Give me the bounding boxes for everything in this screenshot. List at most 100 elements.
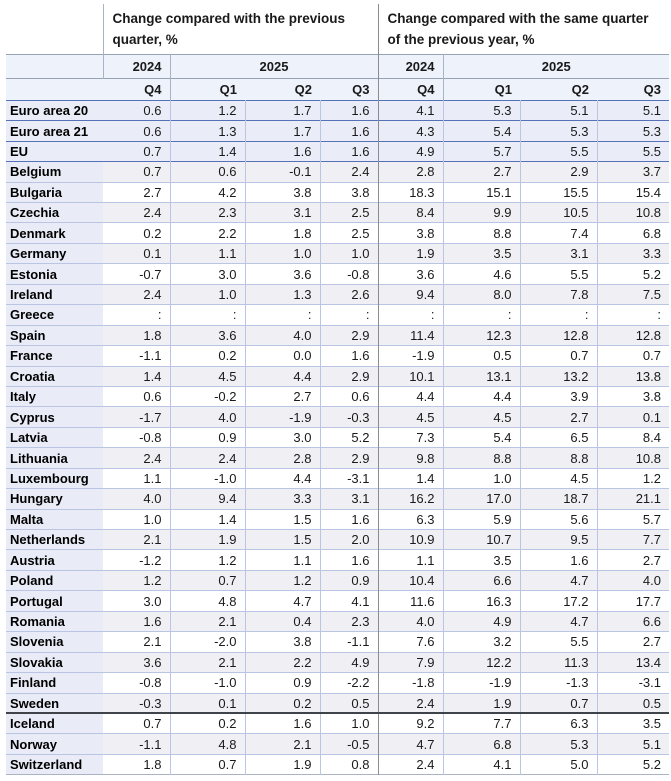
value-cell: 8.4 bbox=[377, 202, 443, 223]
value-cell: 3.8 bbox=[377, 222, 443, 244]
table-row: Slovakia 3.6 2.1 2.2 4.9 7.9 12.2 11.3 1… bbox=[6, 652, 669, 673]
value-cell: 4.0 bbox=[169, 406, 245, 428]
table-row: Greece : : : : : : : : bbox=[6, 304, 669, 326]
row-label: Slovenia bbox=[6, 631, 103, 653]
value-cell: 2.9 bbox=[319, 447, 378, 469]
value-cell: 6.6 bbox=[442, 570, 520, 591]
value-cell: 6.3 bbox=[377, 509, 443, 530]
row-label: Finland bbox=[6, 672, 103, 694]
value-cell: 1.8 bbox=[244, 222, 320, 244]
value-cell: 1.3 bbox=[169, 120, 245, 142]
value-cell: 3.8 bbox=[244, 182, 320, 203]
table-row: Euro area 21 0.6 1.3 1.7 1.6 4.3 5.4 5.3… bbox=[6, 120, 669, 142]
value-cell: 1.6 bbox=[319, 549, 378, 571]
row-label: Belgium bbox=[6, 161, 103, 183]
year-header-2024-yoy: 2024 bbox=[377, 54, 443, 79]
value-cell: 0.2 bbox=[169, 713, 245, 734]
table-row: Poland 1.2 0.7 1.2 0.9 10.4 6.6 4.7 4.0 bbox=[6, 570, 669, 591]
value-cell: -1.1 bbox=[103, 733, 170, 755]
value-cell: 10.4 bbox=[377, 570, 443, 591]
value-cell: 2.8 bbox=[244, 447, 320, 469]
value-cell: 5.7 bbox=[442, 141, 520, 162]
value-cell: 3.7 bbox=[596, 161, 669, 183]
value-cell: -2.0 bbox=[169, 631, 245, 653]
quarter-header: Q1 bbox=[169, 78, 245, 101]
value-cell: 15.1 bbox=[442, 182, 520, 203]
value-cell: 4.4 bbox=[244, 366, 320, 387]
value-cell: 1.5 bbox=[244, 509, 320, 530]
value-cell: -1.7 bbox=[103, 406, 170, 428]
value-cell: 10.7 bbox=[442, 529, 520, 550]
value-cell: 5.0 bbox=[519, 754, 597, 775]
value-cell: 13.4 bbox=[596, 652, 669, 673]
year-header-row: 2024 2025 2024 2025 bbox=[6, 54, 669, 79]
table-row: Hungary 4.0 9.4 3.3 3.1 16.2 17.0 18.7 2… bbox=[6, 488, 669, 510]
row-label: Euro area 20 bbox=[6, 100, 103, 121]
value-cell: 0.5 bbox=[596, 693, 669, 714]
value-cell: -3.1 bbox=[596, 672, 669, 694]
value-cell: -0.5 bbox=[319, 733, 378, 755]
group-title-qoq: Change compared with the previous quarte… bbox=[102, 4, 378, 55]
value-cell: 2.4 bbox=[103, 202, 170, 223]
value-cell: 3.2 bbox=[442, 631, 520, 653]
value-cell: 5.5 bbox=[519, 141, 597, 162]
table-row: Iceland 0.7 0.2 1.6 1.0 9.2 7.7 6.3 3.5 bbox=[6, 713, 669, 734]
value-cell: 5.3 bbox=[519, 120, 597, 142]
value-cell: 1.6 bbox=[103, 611, 170, 632]
value-cell: 1.1 bbox=[377, 549, 443, 571]
value-cell: 7.5 bbox=[596, 284, 669, 305]
value-cell: 4.8 bbox=[169, 733, 245, 755]
table-row: Finland -0.8 -1.0 0.9 -2.2 -1.8 -1.9 -1.… bbox=[6, 672, 669, 694]
table-row: Cyprus -1.7 4.0 -1.9 -0.3 4.5 4.5 2.7 0.… bbox=[6, 406, 669, 428]
value-cell: 2.1 bbox=[244, 733, 320, 755]
value-cell: 3.6 bbox=[103, 652, 170, 673]
value-cell: 2.7 bbox=[596, 631, 669, 653]
value-cell: 4.9 bbox=[319, 652, 378, 673]
value-cell: 2.4 bbox=[377, 754, 443, 775]
value-cell: 2.4 bbox=[103, 284, 170, 305]
table-row: Switzerland 1.8 0.7 1.9 0.8 2.4 4.1 5.0 … bbox=[6, 754, 669, 775]
value-cell: -0.3 bbox=[103, 693, 170, 714]
value-cell: : bbox=[169, 304, 245, 326]
value-cell: 4.1 bbox=[377, 100, 443, 121]
quarter-header: Q4 bbox=[377, 78, 443, 101]
table-row: Austria -1.2 1.2 1.1 1.6 1.1 3.5 1.6 2.7 bbox=[6, 549, 669, 571]
value-cell: 0.7 bbox=[169, 754, 245, 775]
row-label: Bulgaria bbox=[6, 182, 103, 203]
value-cell: 1.0 bbox=[319, 243, 378, 264]
value-cell: 2.1 bbox=[169, 652, 245, 673]
value-cell: 3.6 bbox=[169, 325, 245, 346]
table-body: Euro area 20 0.6 1.2 1.7 1.6 4.1 5.3 5.1… bbox=[6, 100, 669, 775]
value-cell: 0.7 bbox=[103, 141, 170, 162]
value-cell: 4.9 bbox=[442, 611, 520, 632]
year-header-2025-yoy: 2025 bbox=[442, 54, 669, 79]
value-cell: 8.0 bbox=[442, 284, 520, 305]
value-cell: 0.7 bbox=[169, 570, 245, 591]
table-row: Slovenia 2.1 -2.0 3.8 -1.1 7.6 3.2 5.5 2… bbox=[6, 631, 669, 653]
value-cell: 5.2 bbox=[319, 427, 378, 448]
table-row: Latvia -0.8 0.9 3.0 5.2 7.3 5.4 6.5 8.4 bbox=[6, 427, 669, 448]
table-row: Italy 0.6 -0.2 2.7 0.6 4.4 4.4 3.9 3.8 bbox=[6, 386, 669, 407]
value-cell: 3.8 bbox=[319, 182, 378, 203]
table-row: Portugal 3.0 4.8 4.7 4.1 11.6 16.3 17.2 … bbox=[6, 590, 669, 612]
value-cell: 3.3 bbox=[596, 243, 669, 264]
value-cell: 10.8 bbox=[596, 202, 669, 223]
value-cell: 10.1 bbox=[377, 366, 443, 387]
value-cell: 2.7 bbox=[596, 549, 669, 571]
value-cell: 13.8 bbox=[596, 366, 669, 387]
row-label: Denmark bbox=[6, 222, 103, 244]
value-cell: 2.0 bbox=[319, 529, 378, 550]
value-cell: -1.9 bbox=[442, 672, 520, 694]
value-cell: 2.2 bbox=[244, 652, 320, 673]
value-cell: 7.3 bbox=[377, 427, 443, 448]
quarter-header-row: Q4 Q1 Q2 Q3 Q4 Q1 Q2 Q3 bbox=[6, 78, 669, 101]
value-cell: 13.2 bbox=[519, 366, 597, 387]
value-cell: 8.8 bbox=[519, 447, 597, 469]
row-label: Malta bbox=[6, 509, 103, 530]
row-label: Lithuania bbox=[6, 447, 103, 469]
value-cell: 11.4 bbox=[377, 325, 443, 346]
value-cell: 1.0 bbox=[442, 468, 520, 489]
value-cell: 4.2 bbox=[169, 182, 245, 203]
table-row: Bulgaria 2.7 4.2 3.8 3.8 18.3 15.1 15.5 … bbox=[6, 182, 669, 203]
quarter-header: Q3 bbox=[597, 78, 669, 101]
